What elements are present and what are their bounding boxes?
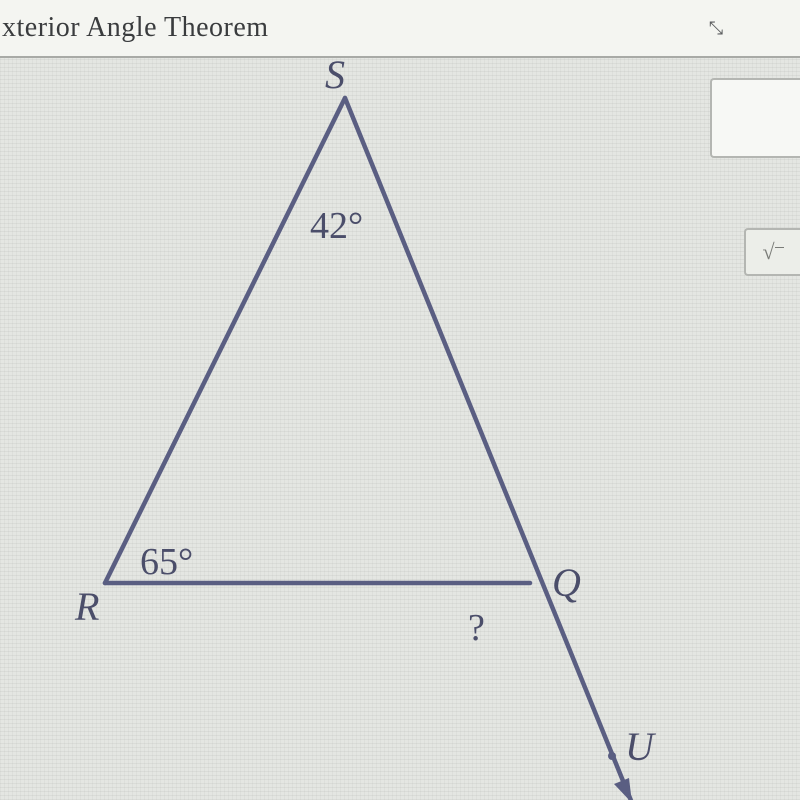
- content-area: S R Q U 42° 65° ? √: [0, 58, 800, 800]
- vertex-label-u: U: [625, 724, 657, 769]
- header-bar: xterior Angle Theorem ⤡: [0, 0, 800, 58]
- angle-label-s: 42°: [310, 205, 363, 247]
- vertex-label-r: R: [74, 584, 99, 629]
- geometry-diagram: S R Q U 42° 65° ?: [0, 58, 660, 800]
- point-u-dot: [608, 752, 616, 760]
- vertex-label-s: S: [325, 58, 345, 97]
- expand-icon[interactable]: ⤡: [704, 16, 728, 40]
- side-rs: [105, 98, 345, 583]
- ray-arrowhead: [614, 778, 632, 800]
- angle-label-unknown: ?: [468, 607, 485, 649]
- page-title: xterior Angle Theorem: [0, 12, 269, 44]
- answer-input[interactable]: [710, 78, 800, 158]
- sqrt-button[interactable]: √: [744, 228, 800, 276]
- vertex-label-q: Q: [552, 560, 581, 605]
- angle-label-r: 65°: [140, 541, 193, 583]
- side-sq-ray: [345, 98, 632, 800]
- sqrt-icon: √: [762, 239, 783, 265]
